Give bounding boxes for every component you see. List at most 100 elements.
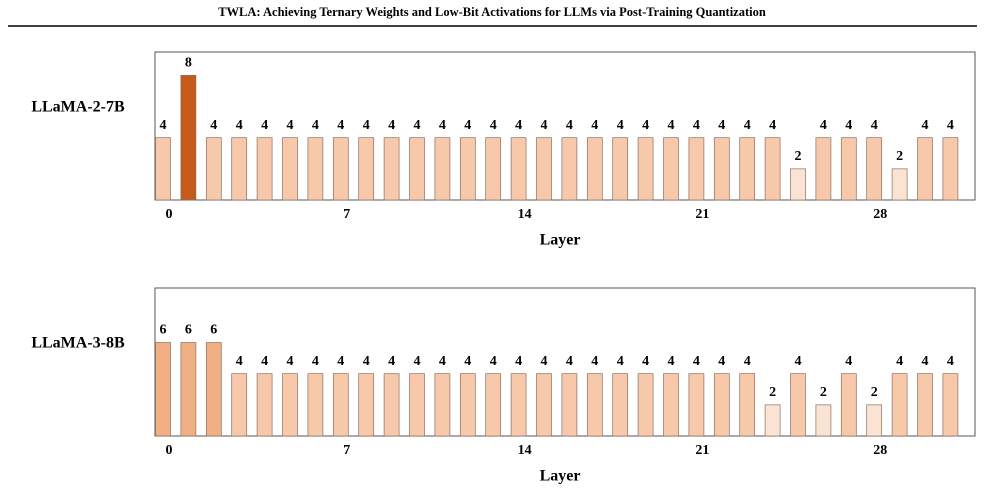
value-label: 4: [718, 354, 725, 369]
bar: [739, 373, 756, 437]
bar: [663, 137, 679, 201]
x-tick-label: 0: [166, 443, 173, 458]
bar: [891, 168, 908, 201]
bar: [282, 137, 298, 201]
value-label: 4: [363, 354, 370, 369]
value-label: 4: [312, 118, 319, 133]
value-label: 4: [922, 118, 929, 133]
bar: [434, 137, 451, 201]
bar: [205, 342, 222, 437]
bar: [815, 137, 832, 201]
bar: [815, 404, 832, 437]
value-label: 4: [820, 118, 827, 133]
value-label: 4: [744, 354, 751, 369]
bar: [663, 373, 679, 437]
bar: [790, 168, 806, 201]
value-label: 4: [210, 118, 217, 133]
value-label: 4: [718, 118, 725, 133]
bar: [536, 137, 552, 201]
value-label: 8: [185, 56, 192, 71]
bar: [561, 373, 578, 437]
x-axis-label: Layer: [540, 232, 581, 249]
row-label: LLaMA-3-8B: [31, 335, 125, 352]
value-label: 4: [744, 118, 751, 133]
value-label: 4: [591, 118, 598, 133]
bar: [485, 373, 502, 437]
bar: [637, 373, 654, 437]
value-label: 4: [591, 354, 598, 369]
value-label: 2: [795, 149, 802, 164]
value-label: 4: [541, 354, 548, 369]
value-label: 4: [871, 118, 878, 133]
bar: [459, 137, 476, 201]
bar: [866, 137, 883, 201]
value-label: 4: [236, 118, 243, 133]
x-tick-label: 7: [343, 207, 350, 222]
value-label: 4: [287, 354, 294, 369]
bar: [637, 137, 654, 201]
value-label: 4: [236, 354, 243, 369]
value-label: 4: [541, 118, 548, 133]
value-label: 4: [388, 118, 395, 133]
value-label: 2: [871, 385, 878, 400]
value-label: 4: [464, 118, 471, 133]
bar: [764, 404, 781, 437]
bar: [307, 137, 324, 201]
value-label: 4: [490, 118, 497, 133]
bar: [917, 137, 933, 201]
x-tick-label: 21: [695, 443, 709, 458]
bar: [409, 373, 425, 437]
value-label: 4: [388, 354, 395, 369]
x-tick-label: 21: [695, 207, 709, 222]
bar: [510, 137, 527, 201]
bar: [256, 137, 273, 201]
x-axis-label: Layer: [540, 468, 581, 485]
bar: [790, 373, 806, 437]
bar: [383, 137, 400, 201]
value-label: 4: [668, 354, 675, 369]
bar: [713, 373, 730, 437]
value-label: 4: [160, 118, 167, 133]
value-label: 6: [160, 323, 167, 338]
value-label: 2: [896, 149, 903, 164]
value-label: 4: [490, 354, 497, 369]
x-tick-label: 28: [873, 443, 887, 458]
bar: [459, 373, 476, 437]
value-label: 4: [261, 118, 268, 133]
bar: [586, 373, 603, 437]
bar: [612, 373, 629, 437]
bar: [358, 137, 375, 201]
bar: [891, 373, 908, 437]
bar: [840, 137, 857, 201]
x-tick-label: 7: [343, 443, 350, 458]
value-label: 4: [845, 118, 852, 133]
bar: [586, 137, 603, 201]
value-label: 6: [185, 323, 192, 338]
bar: [231, 373, 248, 437]
value-label: 4: [947, 118, 954, 133]
value-label: 4: [337, 118, 344, 133]
value-label: 4: [769, 118, 776, 133]
bar: [840, 373, 857, 437]
value-label: 4: [617, 354, 624, 369]
value-label: 4: [566, 118, 573, 133]
bar: [434, 373, 451, 437]
value-label: 4: [896, 354, 903, 369]
value-label: 4: [439, 354, 446, 369]
bar: [332, 137, 349, 201]
x-tick-label: 14: [518, 443, 532, 458]
bar: [561, 137, 578, 201]
bar: [155, 137, 171, 201]
x-tick-label: 0: [166, 207, 173, 222]
value-label: 2: [820, 385, 827, 400]
bar: [205, 137, 222, 201]
value-label: 4: [642, 118, 649, 133]
bar: [307, 373, 324, 437]
bar: [256, 373, 273, 437]
value-label: 4: [642, 354, 649, 369]
bar: [536, 373, 552, 437]
bar: [866, 404, 883, 437]
bar: [485, 137, 502, 201]
row-label: LLaMA-2-7B: [31, 99, 125, 116]
bar: [510, 373, 527, 437]
